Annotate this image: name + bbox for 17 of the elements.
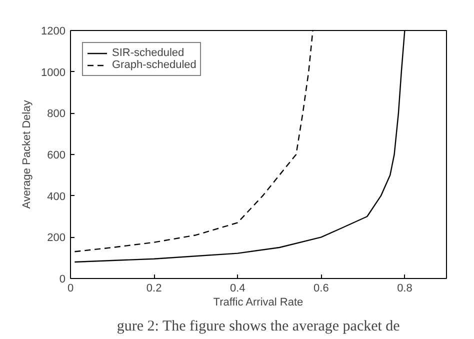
y-axis-title: Average Packet Delay [21,100,34,209]
legend-label: SIR-scheduled [112,47,184,59]
text: gure 2: The figure shows the average packet de [116,318,400,334]
y-tick-label: 600 [47,150,66,162]
y-tick-label: 400 [47,190,66,203]
y-tick-label: 200 [47,232,66,244]
x-tick-label: 0.6 [314,282,329,294]
y-tick-label: 0 [59,274,66,286]
x-tick-label: 0.4 [230,282,246,294]
x-axis-title: Traffic Arrival Rate [213,296,304,308]
x-tick-label: 0.8 [397,282,412,294]
y-tick-label: 800 [47,108,66,120]
x-tick-label: 0 [67,282,74,294]
x-tick-label: 0.2 [146,282,162,294]
y-tick-label: 1200 [41,26,66,38]
legend-label: Graph-scheduled [112,59,196,71]
y-tick-label: 1000 [41,66,66,79]
